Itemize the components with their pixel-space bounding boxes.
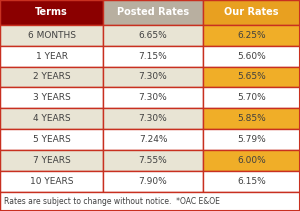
- Text: 7.90%: 7.90%: [139, 177, 167, 186]
- Text: 10 YEARS: 10 YEARS: [30, 177, 74, 186]
- Bar: [0, 25, 103, 46]
- Text: 5.70%: 5.70%: [237, 93, 266, 102]
- Bar: [103, 129, 202, 150]
- Text: 7.30%: 7.30%: [139, 93, 167, 102]
- Bar: [0, 87, 103, 108]
- Text: 5.79%: 5.79%: [237, 135, 266, 144]
- Bar: [202, 108, 300, 129]
- Bar: [103, 108, 202, 129]
- Text: 2 YEARS: 2 YEARS: [33, 73, 70, 81]
- Text: Terms: Terms: [35, 7, 68, 18]
- Text: 3 YEARS: 3 YEARS: [33, 93, 70, 102]
- Bar: [202, 0, 300, 25]
- Bar: [103, 171, 202, 192]
- Bar: [103, 0, 202, 25]
- Bar: [202, 150, 300, 171]
- Bar: [0, 192, 300, 211]
- Bar: [103, 67, 202, 87]
- Text: 7.24%: 7.24%: [139, 135, 167, 144]
- Text: 6.00%: 6.00%: [237, 156, 266, 165]
- Text: Our Rates: Our Rates: [224, 7, 278, 18]
- Bar: [202, 171, 300, 192]
- Bar: [202, 25, 300, 46]
- Text: 7.30%: 7.30%: [139, 114, 167, 123]
- Text: 7 YEARS: 7 YEARS: [33, 156, 70, 165]
- Bar: [103, 46, 202, 67]
- Text: 4 YEARS: 4 YEARS: [33, 114, 70, 123]
- Text: 5.65%: 5.65%: [237, 73, 266, 81]
- Text: 7.55%: 7.55%: [139, 156, 167, 165]
- Text: 6 MONTHS: 6 MONTHS: [28, 31, 76, 40]
- Bar: [202, 129, 300, 150]
- Text: 1 YEAR: 1 YEAR: [36, 52, 68, 61]
- Bar: [202, 67, 300, 87]
- Text: 5.60%: 5.60%: [237, 52, 266, 61]
- Text: Posted Rates: Posted Rates: [117, 7, 189, 18]
- Bar: [202, 46, 300, 67]
- Bar: [0, 108, 103, 129]
- Text: 7.15%: 7.15%: [139, 52, 167, 61]
- Bar: [103, 87, 202, 108]
- Bar: [202, 87, 300, 108]
- Text: 6.25%: 6.25%: [237, 31, 266, 40]
- Bar: [0, 0, 103, 25]
- Text: 5.85%: 5.85%: [237, 114, 266, 123]
- Text: 6.65%: 6.65%: [139, 31, 167, 40]
- Text: Rates are subject to change without notice.  *OAC E&OE: Rates are subject to change without noti…: [4, 197, 220, 206]
- Bar: [103, 150, 202, 171]
- Bar: [103, 25, 202, 46]
- Bar: [0, 67, 103, 87]
- Text: 7.30%: 7.30%: [139, 73, 167, 81]
- Text: 5 YEARS: 5 YEARS: [33, 135, 70, 144]
- Bar: [0, 46, 103, 67]
- Bar: [0, 171, 103, 192]
- Bar: [0, 150, 103, 171]
- Text: 6.15%: 6.15%: [237, 177, 266, 186]
- Bar: [0, 129, 103, 150]
